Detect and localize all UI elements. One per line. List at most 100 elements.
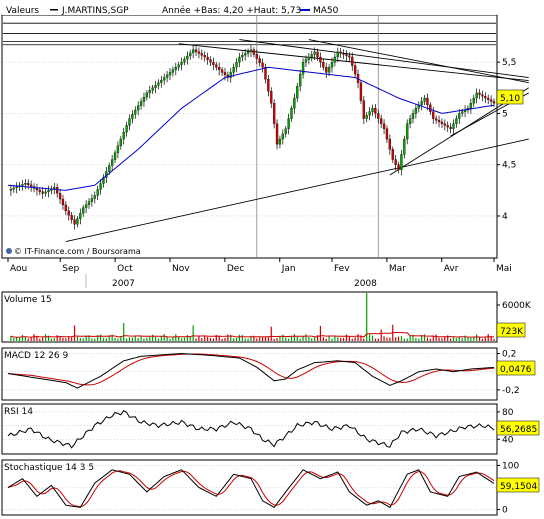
candle-body: [264, 67, 267, 80]
candle-body: [160, 79, 163, 83]
volume-bar: [117, 338, 119, 341]
candle-body: [41, 191, 44, 194]
candle-body: [61, 198, 65, 206]
volume-bar: [342, 337, 345, 341]
candle-body: [252, 49, 256, 55]
candle-body: [408, 118, 412, 124]
volume-bar: [82, 338, 84, 341]
header-bar: [2, 4, 497, 15]
candle-body: [96, 189, 99, 196]
rsi-gridlines: [3, 411, 496, 440]
candle-body: [82, 207, 85, 214]
volume-bar: [45, 334, 47, 341]
volume-bar: [128, 337, 131, 341]
volume-bar: [94, 338, 96, 341]
candle-body: [90, 198, 94, 202]
volume-bar: [403, 338, 405, 341]
rsi-panel-frame: [1, 403, 498, 455]
candle-body: [44, 191, 47, 194]
volume-bar: [363, 338, 365, 341]
candle-body: [316, 51, 319, 58]
candle-body: [461, 111, 464, 114]
volume-bar: [233, 338, 235, 341]
volume-bar: [452, 336, 455, 341]
month-label: Nov: [172, 264, 190, 274]
volume-bar: [340, 337, 342, 341]
candle-body: [151, 87, 154, 91]
candle-body: [345, 54, 348, 56]
candle-body: [203, 55, 206, 58]
volume-bar: [215, 335, 217, 341]
volume-bar: [423, 334, 426, 341]
candle-body: [481, 94, 484, 97]
candle-body: [432, 111, 435, 119]
volume-bars: [10, 293, 495, 341]
candle-body: [446, 125, 449, 128]
volume-bar: [212, 338, 214, 341]
volume-bar: [426, 337, 429, 341]
volume-bar: [418, 338, 420, 341]
candle-body: [368, 111, 371, 116]
volume-bar: [204, 336, 206, 341]
volume-bar: [198, 336, 200, 341]
volume-bar: [175, 334, 177, 341]
trendline: [239, 39, 529, 78]
candle-body: [489, 99, 493, 102]
volume-bar: [450, 338, 452, 341]
volume-bar: [490, 336, 492, 341]
price-last-value: 5,10: [500, 94, 520, 104]
candle-body: [24, 183, 27, 185]
candle-body: [87, 201, 91, 205]
candle-body: [423, 97, 426, 102]
header-range: Année +Bas: 4,20 +Haut: 5,73: [162, 5, 301, 16]
volume-bar: [209, 337, 212, 341]
volume-bar: [389, 337, 391, 341]
volume-label: Volume 15: [4, 295, 52, 305]
volume-bar: [386, 337, 388, 341]
volume-bar: [458, 336, 460, 341]
volume-bar: [337, 337, 339, 341]
year-label-2007: 2007: [112, 279, 135, 289]
volume-bar: [91, 338, 93, 341]
volume-bar: [137, 338, 139, 341]
candle-body: [258, 58, 261, 64]
volume-y-tick-labels: 6000K: [497, 301, 532, 311]
volume-bar: [207, 336, 209, 341]
volume-bar: [334, 335, 336, 341]
volume-bar: [311, 338, 313, 341]
volume-bar: [478, 336, 481, 341]
volume-bar: [484, 336, 486, 341]
candle-body: [194, 49, 198, 52]
volume-bar: [276, 338, 278, 341]
stoch-last-value-box: [496, 477, 540, 493]
volume-bar: [178, 336, 180, 341]
volume-bar: [30, 337, 32, 341]
volume-bar: [247, 338, 249, 341]
price-horizontal-lines: [3, 22, 496, 46]
volume-bar: [397, 336, 400, 341]
volume-bar: [331, 338, 333, 341]
month-label: Avr: [444, 264, 459, 274]
volume-bar: [487, 334, 489, 341]
candle-body: [197, 51, 201, 54]
candle-body: [437, 120, 441, 123]
candle-body: [342, 53, 345, 55]
candle-body: [380, 118, 383, 124]
volume-bar: [383, 336, 385, 341]
volume-bar: [68, 336, 70, 341]
candle-body: [168, 72, 172, 76]
trendline: [178, 43, 529, 82]
candle-body: [148, 90, 151, 94]
candle-body: [443, 123, 446, 126]
candle-body: [99, 183, 102, 190]
macd-panel-frame: [1, 347, 498, 401]
volume-average-line: [10, 332, 494, 338]
volume-bar: [371, 335, 374, 341]
candle-body: [191, 49, 195, 54]
volume-bar: [73, 325, 76, 341]
volume-bar: [76, 336, 79, 341]
candle-body: [336, 51, 339, 58]
volume-bar: [21, 334, 24, 341]
candle-body: [411, 113, 415, 119]
